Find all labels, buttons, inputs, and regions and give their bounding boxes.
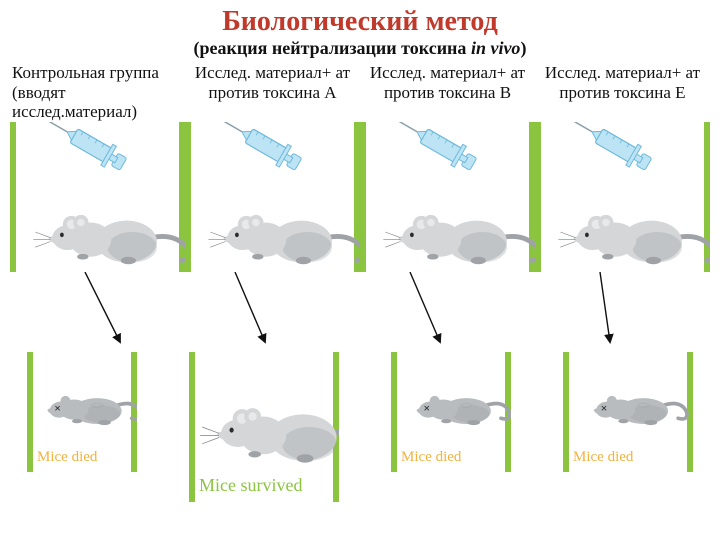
panel-3 bbox=[535, 122, 710, 272]
arrow-0 bbox=[85, 272, 120, 342]
result-caption-0: Mice died bbox=[37, 449, 97, 466]
result-caption-2: Mice died bbox=[401, 449, 461, 466]
arrow-2 bbox=[410, 272, 440, 342]
mouse-live-icon bbox=[10, 122, 185, 272]
page-title: Биологический метод bbox=[0, 0, 720, 38]
panel-1 bbox=[185, 122, 360, 272]
subtitle-tail: ) bbox=[520, 38, 526, 58]
arrow-layer bbox=[10, 272, 710, 352]
col-label-3: Исслед. материал+ ат против токсина Е bbox=[537, 63, 708, 121]
result-1: Mice survived bbox=[189, 352, 339, 502]
result-0: Mice died bbox=[27, 352, 137, 472]
result-panels: Mice died Mice survived Mice died Mice d… bbox=[10, 352, 710, 502]
subtitle-italic: in vivo bbox=[471, 38, 521, 58]
arrow-3 bbox=[600, 272, 610, 342]
arrows-svg bbox=[10, 272, 710, 352]
page-subtitle: (реакция нейтрализации токсина in vivo) bbox=[0, 38, 720, 59]
result-caption-3: Mice died bbox=[573, 449, 633, 466]
result-caption-1: Mice survived bbox=[199, 475, 302, 496]
result-2: Mice died bbox=[391, 352, 511, 472]
col-label-2: Исслед. материал+ ат против токсина В bbox=[362, 63, 533, 121]
col-label-0: Контрольная группа (вводят исслед.матери… bbox=[12, 63, 183, 122]
col-label-1: Исслед. материал+ ат против токсина А bbox=[187, 63, 358, 121]
mouse-live-icon bbox=[535, 122, 710, 272]
column-labels: Контрольная группа (вводят исслед.матери… bbox=[10, 63, 710, 122]
injection-panels bbox=[10, 122, 710, 272]
panel-0 bbox=[10, 122, 185, 272]
panel-2 bbox=[360, 122, 535, 272]
mouse-live-icon bbox=[360, 122, 535, 272]
subtitle-plain: (реакция нейтрализации токсина bbox=[194, 38, 471, 58]
mouse-live-icon bbox=[185, 122, 360, 272]
arrow-1 bbox=[235, 272, 265, 342]
result-3: Mice died bbox=[563, 352, 693, 472]
